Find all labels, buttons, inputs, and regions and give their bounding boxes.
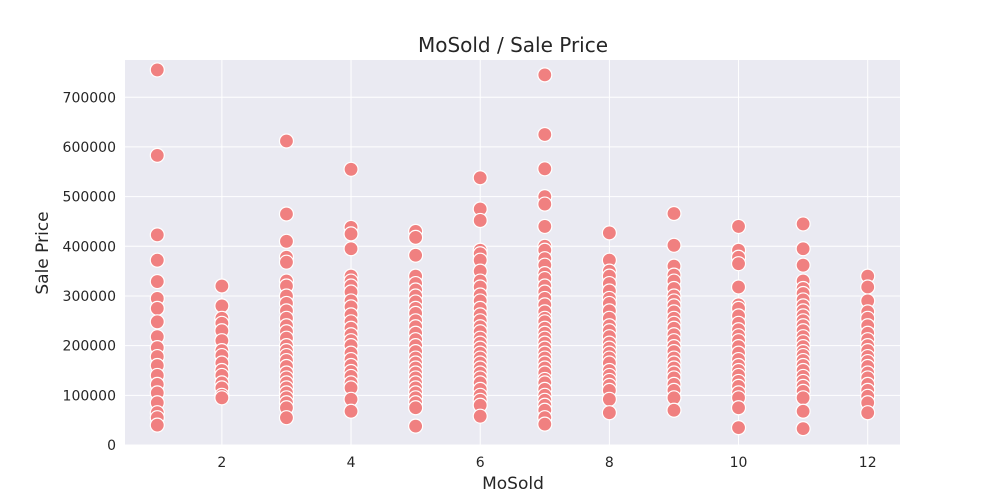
data-point	[343, 161, 359, 177]
data-point	[795, 390, 811, 406]
x-axis-ticks: 2 4 6 8 10 12	[217, 455, 876, 471]
data-point	[214, 278, 230, 294]
data-point	[278, 233, 295, 249]
x-tick-label: 4	[347, 455, 356, 471]
data-point	[149, 300, 165, 316]
data-point	[278, 133, 295, 149]
y-tick-label: 700000	[63, 90, 116, 106]
data-point	[795, 403, 811, 419]
data-point	[860, 405, 876, 421]
data-point	[278, 206, 295, 222]
data-point	[666, 402, 682, 418]
data-point	[472, 170, 488, 186]
data-point	[601, 225, 617, 241]
y-tick-label: 0	[107, 438, 116, 454]
data-point	[537, 218, 553, 235]
data-point	[149, 252, 165, 268]
x-tick-label: 8	[605, 455, 614, 471]
data-point	[472, 408, 488, 424]
data-point	[149, 62, 165, 78]
data-point	[730, 400, 747, 416]
y-tick-label: 500000	[63, 190, 116, 206]
data-point	[214, 390, 230, 406]
data-point	[860, 279, 876, 295]
grid-lines	[125, 60, 900, 446]
data-point	[149, 227, 165, 243]
data-point	[343, 403, 359, 419]
data-point	[408, 229, 424, 245]
data-point	[730, 218, 747, 235]
y-tick-label: 200000	[63, 339, 116, 355]
data-point	[149, 147, 165, 163]
data-point	[601, 391, 617, 407]
data-point	[537, 161, 553, 177]
x-tick-label: 10	[730, 455, 748, 471]
y-axis-ticks: 0 100000 200000 300000 400000 500000 600000 700…	[63, 90, 116, 454]
chart-title: MoSold / Sale Price	[418, 33, 608, 57]
data-point	[730, 420, 747, 436]
y-tick-label: 100000	[63, 388, 116, 404]
data-point	[408, 247, 424, 263]
data-point	[278, 254, 295, 270]
data-point	[795, 241, 811, 257]
data-point	[795, 421, 811, 437]
data-point	[601, 405, 617, 421]
data-point	[149, 314, 165, 330]
plot-area	[125, 60, 900, 445]
data-points	[149, 62, 876, 437]
data-point	[278, 410, 295, 426]
data-point	[408, 418, 424, 434]
data-point	[537, 196, 553, 212]
data-point	[795, 257, 811, 273]
x-tick-label: 2	[217, 455, 226, 471]
data-point	[343, 241, 359, 257]
data-point	[537, 67, 553, 83]
data-point	[795, 216, 811, 232]
y-tick-label: 300000	[63, 289, 116, 305]
x-axis-label: MoSold	[482, 474, 544, 494]
data-point	[730, 256, 747, 272]
data-point	[537, 126, 553, 143]
y-tick-label: 600000	[63, 140, 116, 156]
data-point	[343, 226, 359, 242]
data-point	[149, 273, 165, 290]
y-axis-label: Sale Price	[33, 211, 53, 294]
data-point	[472, 212, 488, 229]
data-point	[666, 205, 682, 222]
data-point	[666, 237, 682, 253]
x-tick-label: 6	[476, 455, 485, 471]
data-point	[149, 417, 165, 433]
data-point	[408, 400, 424, 416]
x-tick-label: 12	[859, 455, 877, 471]
y-tick-label: 400000	[63, 239, 116, 255]
data-point	[730, 279, 747, 295]
data-point	[537, 416, 553, 432]
